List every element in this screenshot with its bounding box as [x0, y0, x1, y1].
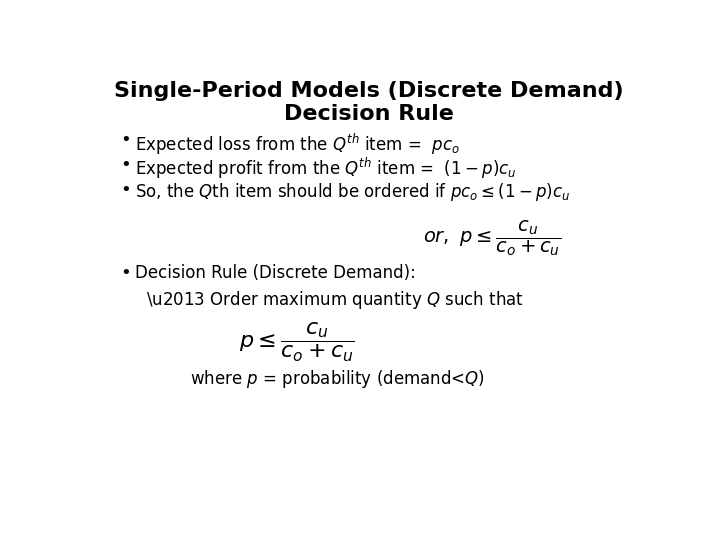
- Text: So, the $\mathit{Q}$th item should be ordered if $\mathit{pc_o \leq (1-p)c_u}$: So, the $\mathit{Q}$th item should be or…: [135, 181, 570, 203]
- Text: •: •: [121, 181, 132, 199]
- Text: Decision Rule: Decision Rule: [284, 104, 454, 124]
- Text: •: •: [121, 265, 132, 282]
- Text: Expected loss from the $\mathit{Q}^{th}$ item =  $\mathit{pc_o}$: Expected loss from the $\mathit{Q}^{th}$…: [135, 131, 459, 157]
- Text: Single-Period Models (Discrete Demand): Single-Period Models (Discrete Demand): [114, 82, 624, 102]
- Text: •: •: [121, 131, 132, 150]
- Text: \u2013 Order maximum quantity $\mathit{Q}$ such that: \u2013 Order maximum quantity $\mathit{Q…: [145, 289, 524, 312]
- Text: •: •: [121, 156, 132, 174]
- Text: Expected profit from the $\mathit{Q}^{th}$ item =  $\mathit{(1-p)c_u}$: Expected profit from the $\mathit{Q}^{th…: [135, 156, 516, 181]
- Text: $\mathit{p \leq \dfrac{c_u}{c_o + c_u}}$: $\mathit{p \leq \dfrac{c_u}{c_o + c_u}}$: [238, 321, 354, 363]
- Text: Decision Rule (Discrete Demand):: Decision Rule (Discrete Demand):: [135, 265, 415, 282]
- Text: where $\mathit{p}$ = probability (demand<$\mathit{Q}$): where $\mathit{p}$ = probability (demand…: [190, 368, 485, 390]
- Text: $\mathit{or,\ p \leq \dfrac{c_u}{c_o + c_u}}$: $\mathit{or,\ p \leq \dfrac{c_u}{c_o + c…: [423, 219, 561, 258]
